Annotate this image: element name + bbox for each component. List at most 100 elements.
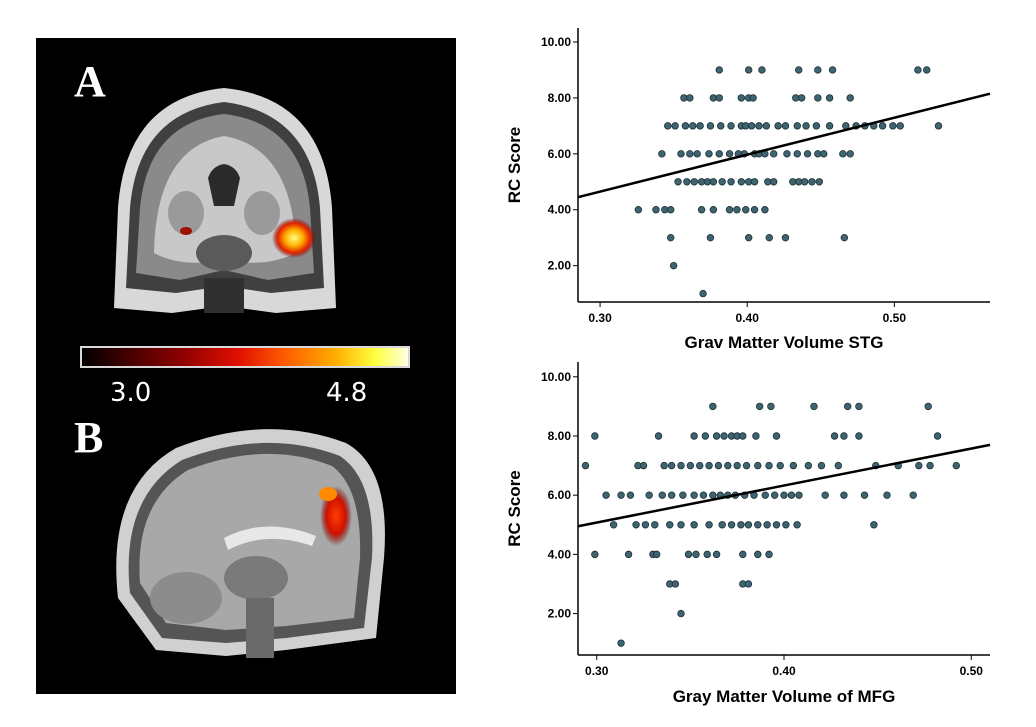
panel-label-a: A	[74, 57, 106, 106]
coronal-slice	[114, 88, 336, 313]
chart2-data-point	[660, 461, 668, 470]
chart1-data-point	[733, 206, 741, 214]
chart2-data-point	[652, 550, 661, 559]
chart1-data-point	[737, 94, 746, 102]
chart2-data-point	[767, 402, 775, 411]
activation-cluster-stg	[272, 218, 316, 258]
chart2-data-point	[727, 521, 736, 529]
chart1-data-point	[717, 122, 725, 130]
chart1-data-point	[705, 150, 713, 158]
brain-illustration	[114, 88, 385, 658]
chart1-data-point	[706, 122, 715, 130]
chart2-data-point	[765, 461, 773, 470]
chart2-data-point	[744, 521, 753, 529]
chart1-y-tick-label: 6.00	[548, 147, 572, 161]
chart2-y-tick-label: 4.00	[548, 547, 572, 561]
chart1-data-point	[634, 206, 643, 214]
chart2-data-point	[926, 461, 934, 470]
chart1-data-point	[812, 122, 821, 130]
chart1-y-tick-label: 8.00	[548, 91, 572, 105]
chart1-data-point	[715, 66, 723, 74]
chart2-y-axis-label: RC Score	[505, 470, 524, 547]
chart2-data-point	[651, 521, 659, 529]
chart2-data-point	[692, 550, 700, 559]
chart2-data-point	[840, 491, 848, 499]
chart2-data-point	[770, 491, 779, 499]
chart2-data-point	[609, 521, 618, 529]
chart2-data-point	[754, 521, 762, 529]
chart2-data-point	[641, 521, 650, 529]
chart2-data-point	[686, 461, 695, 470]
chart1-data-point	[896, 122, 904, 130]
chart1-data-point	[934, 122, 943, 130]
chart1-data-point	[781, 122, 790, 130]
chart1-data-point	[793, 150, 801, 158]
chart2-data-point	[810, 402, 818, 411]
chart2-y-tick-label: 2.00	[548, 607, 572, 621]
chart2-data-point	[830, 432, 839, 440]
chart1-data-point	[840, 233, 849, 242]
chart2-data-point	[581, 461, 590, 470]
brain-image-panel: A B 3.0 4.8	[36, 38, 456, 694]
chart1-data-point	[814, 66, 822, 74]
chart2-data-point	[591, 550, 599, 559]
chart2-data-point	[602, 491, 610, 499]
chart1-data-point	[800, 178, 809, 186]
chart2-data-point	[843, 402, 852, 411]
chart2-data-point	[755, 402, 764, 411]
chart1-data-point	[846, 94, 854, 102]
chart1-data-point	[761, 206, 769, 214]
chart1-x-tick-label: 0.40	[736, 311, 760, 325]
chart2-data-point	[624, 550, 633, 559]
chart2-data-point	[705, 461, 713, 470]
chart2-data-point	[684, 550, 693, 559]
chart2-data-point	[677, 521, 685, 529]
chart2-data-point	[591, 432, 599, 440]
chart2-y-tick-label: 6.00	[548, 488, 572, 502]
chart1-data-point	[699, 289, 707, 298]
chart2-data-point	[752, 432, 760, 440]
chart2-x-axis-label: Gray Matter Volume of MFG	[673, 687, 896, 706]
chart2-data-point	[712, 550, 721, 559]
chart2-data-point	[705, 521, 713, 529]
chart2-data-point	[789, 461, 798, 470]
chart1-data-point	[803, 150, 812, 158]
chart2-data-point	[795, 491, 803, 499]
chart1-data-point	[755, 122, 763, 130]
chart2-regression-line	[577, 443, 991, 528]
chart1-y-tick-label: 4.00	[548, 203, 572, 217]
chart1-x-axis-label: Grav Matter Volume STG	[684, 333, 883, 352]
chart1-data-point	[693, 150, 701, 158]
chart2-data-point	[617, 639, 625, 647]
chart1-data-point	[825, 122, 834, 130]
chart2-data-point	[712, 432, 721, 440]
chart1-data-point	[765, 233, 773, 242]
chart1-data-point	[749, 94, 757, 102]
chart2-data-point	[754, 550, 762, 559]
chart1-data-point	[820, 150, 828, 158]
chart2-data-point	[754, 461, 762, 470]
chart1-data-point	[747, 122, 756, 130]
chart2-x-tick-label: 0.40	[772, 664, 796, 678]
chart1-data-point	[686, 150, 694, 158]
chart2-data-point	[724, 461, 732, 470]
chart2-data-point	[671, 580, 680, 588]
chart2-data-point	[909, 491, 917, 499]
chart2-data-point	[793, 521, 801, 529]
chart1-data-point	[758, 66, 766, 74]
chart1-y-tick-label: 2.00	[548, 259, 572, 273]
chart1-data-point	[839, 150, 847, 158]
chart2-data-point	[667, 461, 676, 470]
chart1-data-point	[671, 122, 679, 130]
chart2-data-point	[667, 491, 676, 499]
chart2-data-point	[780, 491, 788, 499]
chart1-data-point	[709, 178, 718, 186]
chart1-data-point	[669, 261, 678, 270]
chart1-data-point	[674, 178, 682, 186]
chart1-data-point	[697, 206, 706, 214]
chart1-data-point	[725, 150, 734, 158]
chart1-data-point	[781, 233, 790, 242]
chart1-data-point	[715, 94, 723, 102]
chart2-data-point	[765, 550, 773, 559]
chart2-data-point	[718, 521, 726, 529]
